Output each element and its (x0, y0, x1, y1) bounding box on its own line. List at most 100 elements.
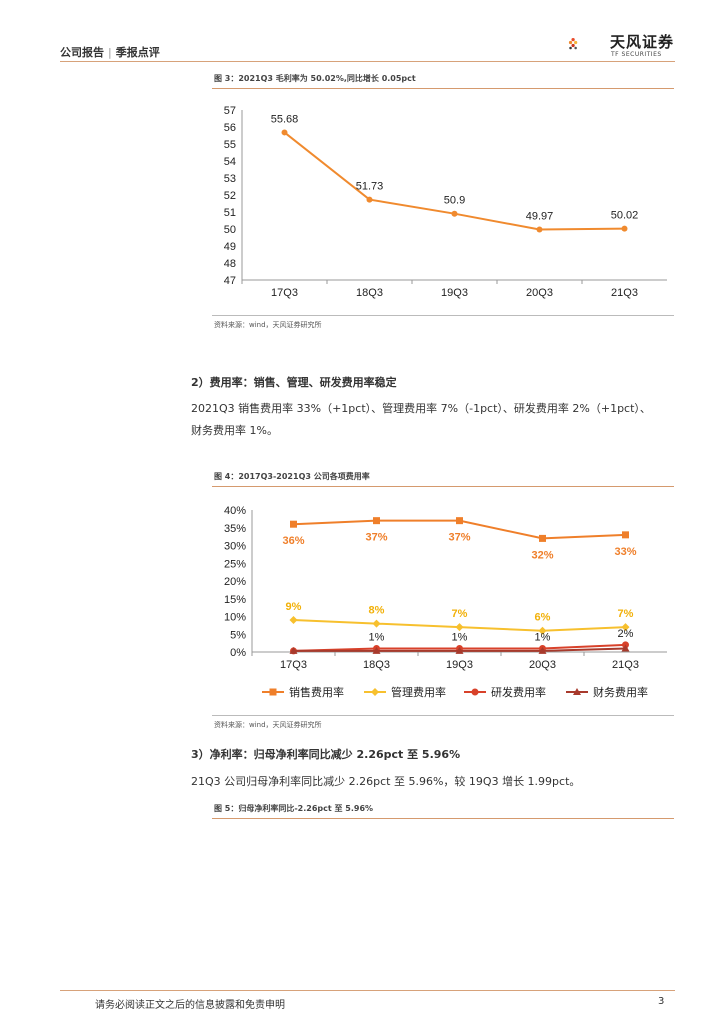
x-tick-label: 17Q3 (271, 287, 298, 299)
data-point-3 (289, 646, 298, 654)
y-tick-label: 15% (224, 594, 246, 606)
legend-label: 研发费用率 (491, 685, 546, 699)
data-label: 1% (452, 631, 468, 643)
data-point-3 (372, 646, 381, 654)
data-label: 1% (369, 631, 385, 643)
x-tick-label: 19Q3 (441, 287, 468, 299)
data-label: 37% (448, 532, 470, 544)
data-point-0 (366, 196, 373, 203)
report-header: 公司报告 | 季报点评 (60, 44, 160, 60)
data-point-0 (373, 517, 380, 525)
figure5-top-rule (212, 818, 674, 819)
data-point-3 (621, 644, 630, 652)
data-point-1 (621, 623, 630, 632)
data-label: 1% (535, 631, 551, 643)
brand-subtitle: TF SECURITIES (611, 51, 662, 58)
y-tick-label: 52 (224, 190, 236, 202)
section3-paragraph: 21Q3 公司归母净利率同比减少 2.26pct 至 5.96%，较 19Q3 … (191, 775, 581, 788)
legend-marker (269, 688, 277, 696)
data-label: 37% (365, 532, 387, 544)
y-tick-label: 51 (224, 207, 236, 219)
data-label: 50.9 (444, 195, 465, 207)
legend-label: 销售费用率 (289, 685, 344, 699)
data-label: 8% (369, 605, 385, 617)
header-separator: | (108, 46, 112, 59)
y-tick-label: 48 (224, 258, 236, 270)
y-tick-label: 50 (224, 224, 236, 236)
y-tick-label: 56 (224, 122, 236, 134)
y-tick-label: 47 (224, 275, 236, 287)
data-label: 36% (282, 535, 304, 547)
figure4-top-rule (212, 486, 674, 487)
section3-heading: 3）净利率：归母净利率同比减少 2.26pct 至 5.96% (191, 748, 461, 761)
legend-marker (573, 688, 581, 695)
header-divider (60, 61, 675, 62)
figure5-title: 图 5：归母净利率同比-2.26pct 至 5.96% (214, 804, 374, 813)
x-tick-label: 21Q3 (611, 287, 638, 299)
x-tick-label: 20Q3 (529, 659, 556, 671)
footer-disclaimer: 请务必阅读正文之后的信息披露和免责申明 (95, 1000, 285, 1011)
data-point-0 (622, 531, 629, 539)
figure3-bottom-rule (212, 315, 674, 316)
data-point-0 (621, 225, 628, 232)
y-tick-label: 35% (224, 523, 246, 535)
figure3-top-rule (212, 88, 674, 89)
data-label: 55.68 (271, 113, 299, 125)
legend-label: 财务费用率 (593, 685, 648, 699)
data-label: 7% (452, 608, 468, 620)
y-tick-label: 0% (230, 647, 246, 659)
data-point-1 (538, 626, 547, 635)
y-tick-label: 10% (224, 612, 246, 624)
data-point-0 (281, 129, 288, 136)
data-point-1 (372, 619, 381, 628)
y-tick-label: 20% (224, 576, 246, 588)
section2-heading: 2）费用率：销售、管理、研发费用率稳定 (191, 376, 397, 389)
x-tick-label: 20Q3 (526, 287, 553, 299)
figure3-source: 资料来源：wind，天风证券研究所 (214, 321, 322, 329)
legend-marker (371, 688, 379, 696)
x-tick-label: 18Q3 (356, 287, 383, 299)
x-tick-label: 19Q3 (446, 659, 473, 671)
report-subtype: 季报点评 (115, 46, 160, 59)
report-type: 公司报告 (60, 46, 104, 59)
data-label: 50.02 (611, 210, 639, 222)
figure3-title: 图 3：2021Q3 毛利率为 50.02%,同比增长 0.05pct (214, 74, 416, 83)
expense-ratio-chart: 0% 5% 10% 15% 20% 25% 30% 35% 40% 17Q3 18Q3 19Q3 20Q… (224, 505, 667, 699)
y-tick-label: 55 (224, 139, 236, 151)
x-tick-label: 17Q3 (280, 659, 307, 671)
section2-paragraph: 2021Q3 销售费用率 33%（+1pct）、管理费用率 7%（-1pct）、… (191, 398, 681, 442)
data-label: 2% (618, 628, 634, 640)
y-tick-label: 49 (224, 241, 236, 253)
data-label: 33% (614, 546, 636, 558)
data-point-0 (539, 534, 546, 542)
y-tick-label: 57 (224, 105, 236, 117)
data-point-3 (455, 646, 464, 654)
data-point-3 (538, 646, 547, 654)
legend-label: 管理费用率 (391, 685, 446, 699)
brand-name: 天风证券 (610, 33, 675, 51)
section2-line2: 财务费用率 1%。 (191, 424, 278, 437)
data-label: 9% (286, 601, 302, 613)
brand-logo (568, 38, 578, 50)
figure4-source: 资料来源：wind，天风证券研究所 (214, 721, 322, 729)
data-point-0 (536, 226, 543, 233)
page-number: 3 (658, 996, 665, 1007)
data-point-1 (455, 623, 464, 632)
data-label: 51.73 (356, 181, 384, 193)
footer-divider (60, 990, 675, 991)
data-point-1 (289, 616, 298, 625)
data-point-0 (290, 520, 297, 528)
figure4-title: 图 4：2017Q3-2021Q3 公司各项费用率 (214, 472, 370, 481)
legend-marker (471, 688, 479, 696)
data-point-0 (451, 210, 458, 217)
y-tick-label: 54 (224, 156, 236, 168)
data-label: 7% (618, 608, 634, 620)
data-label: 6% (535, 612, 551, 624)
y-tick-label: 5% (230, 629, 246, 641)
figure4-bottom-rule (212, 715, 674, 716)
x-tick-label: 18Q3 (363, 659, 390, 671)
data-label: 49.97 (526, 211, 554, 223)
x-tick-label: 21Q3 (612, 659, 639, 671)
y-tick-label: 40% (224, 505, 246, 517)
y-tick-label: 30% (224, 541, 246, 553)
